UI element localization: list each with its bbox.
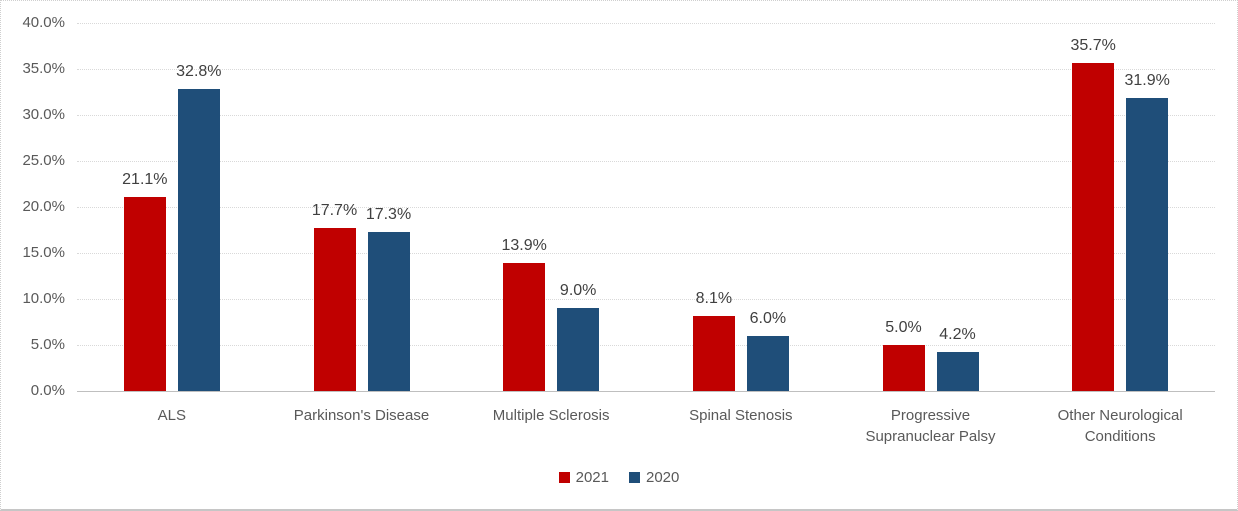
y-axis-tick-label: 35.0% xyxy=(22,60,65,77)
legend-swatch-2020 xyxy=(629,472,640,483)
bar-2020-spinal-stenosis xyxy=(746,335,789,391)
data-label-2020-parkinson-s-disease: 17.3% xyxy=(365,205,412,223)
bar-2020-multiple-sclerosis xyxy=(557,308,600,391)
bar-2020-other-neurological-conditions xyxy=(1126,97,1169,391)
data-label-2021-spinal-stenosis: 8.1% xyxy=(695,290,733,308)
data-label-2021-progressive-supranuclear-palsy: 5.0% xyxy=(885,319,922,336)
data-label-2020-spinal-stenosis: 6.0% xyxy=(749,309,787,327)
x-axis-label-other-neurological-conditions: Other Neurological Conditions xyxy=(1057,407,1183,445)
x-axis-line xyxy=(77,391,1215,392)
x-axis-label-als: ALS xyxy=(157,407,186,424)
gridline-15.0% xyxy=(77,253,1215,254)
gridline-10.0% xyxy=(77,299,1215,300)
legend-item-2021: 2021 xyxy=(558,469,609,486)
gridline-25.0% xyxy=(77,161,1215,162)
legend-label-2020: 2020 xyxy=(646,469,680,486)
legend-label-2021: 2021 xyxy=(575,469,609,486)
legend-item-2020: 2020 xyxy=(629,469,679,486)
data-label-2020-other-neurological-conditions: 31.9% xyxy=(1124,71,1170,89)
data-label-2020-als: 32.8% xyxy=(176,63,222,81)
bar-2021-other-neurological-conditions xyxy=(1072,62,1115,391)
x-axis-label-progressive-supranuclear-palsy: Progressive Supranuclear Palsy xyxy=(865,407,996,445)
y-axis-tick-label: 15.0% xyxy=(22,244,65,261)
bar-2020-parkinson-s-disease xyxy=(367,231,410,391)
gridline-20.0% xyxy=(77,207,1215,208)
bar-2021-multiple-sclerosis xyxy=(503,263,546,391)
gridline-35.0% xyxy=(77,69,1215,70)
bar-2020-als xyxy=(177,89,220,391)
chart-legend: 2021 2020 xyxy=(1,469,1237,486)
x-axis-label-spinal-stenosis: Spinal Stenosis xyxy=(689,407,793,424)
y-axis-tick-label: 20.0% xyxy=(22,198,65,215)
y-axis-tick-label: 40.0% xyxy=(22,14,65,31)
bar-2021-progressive-supranuclear-palsy xyxy=(882,345,925,391)
data-label-2021-multiple-sclerosis: 13.9% xyxy=(501,237,547,255)
data-label-2021-parkinson-s-disease: 17.7% xyxy=(311,202,358,220)
data-label-2021-other-neurological-conditions: 35.7% xyxy=(1070,36,1116,54)
y-axis-tick-label: 30.0% xyxy=(22,106,65,123)
y-axis-tick-label: 10.0% xyxy=(22,290,65,307)
bar-2021-parkinson-s-disease xyxy=(313,228,356,391)
bar-2021-als xyxy=(123,196,166,391)
gridline-40.0% xyxy=(77,23,1215,24)
legend-swatch-2021 xyxy=(558,472,570,483)
x-axis-label-parkinson-s-disease: Parkinson's Disease xyxy=(293,407,430,424)
y-axis-tick-label: 0.0% xyxy=(30,382,65,399)
data-label-2020-progressive-supranuclear-palsy: 4.2% xyxy=(939,326,976,344)
data-label-2020-multiple-sclerosis: 9.0% xyxy=(559,282,597,300)
bar-2020-progressive-supranuclear-palsy xyxy=(936,352,979,391)
data-label-2021-als: 21.1% xyxy=(122,170,168,188)
y-axis-tick-label: 25.0% xyxy=(22,152,65,169)
gridline-5.0% xyxy=(77,345,1215,346)
gridline-30.0% xyxy=(77,115,1215,116)
bar-2021-spinal-stenosis xyxy=(692,316,735,391)
y-axis-tick-label: 5.0% xyxy=(30,336,65,353)
x-axis-label-multiple-sclerosis: Multiple Sclerosis xyxy=(492,407,610,424)
